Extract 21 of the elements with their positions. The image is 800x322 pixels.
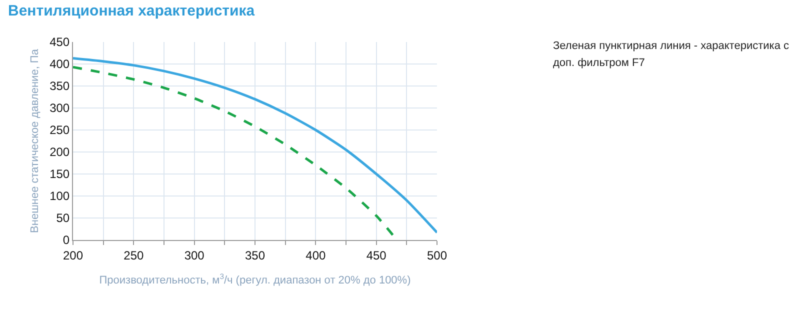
y-tick-label: 50 <box>56 211 70 226</box>
x-tick-label: 250 <box>124 248 144 262</box>
text: Зеленая пунктирная линия - характеристика с доп. фильтром F7 <box>553 39 790 71</box>
y-tick-label: 350 <box>50 79 70 94</box>
x-tick-label: 450 <box>366 248 387 262</box>
x-tick-label: 300 <box>184 248 205 262</box>
y-tick-label: 300 <box>50 101 70 116</box>
y-tick-label: 400 <box>50 57 70 72</box>
x-axis-title: Производительность, м$^{3}$/ч (регул. диапазон от 20% до 100%) <box>99 272 411 287</box>
y-tick-label: 0 <box>62 233 70 248</box>
x-tick-label: 500 <box>426 248 448 262</box>
y-tick-label: 200 <box>50 145 70 160</box>
chart-title: Вентиляционная характеристика <box>8 2 256 20</box>
y-tick-label: 450 <box>50 35 70 50</box>
y-tick-label: 250 <box>50 123 70 138</box>
y-axis-title: Внешнее статическое давление, Па <box>29 48 42 233</box>
y-tick-label: 150 <box>50 167 70 182</box>
x-tick-label: 350 <box>244 248 266 262</box>
y-tick-label: 100 <box>50 189 70 204</box>
x-tick-label: 400 <box>306 248 326 262</box>
line-series <box>73 57 437 234</box>
